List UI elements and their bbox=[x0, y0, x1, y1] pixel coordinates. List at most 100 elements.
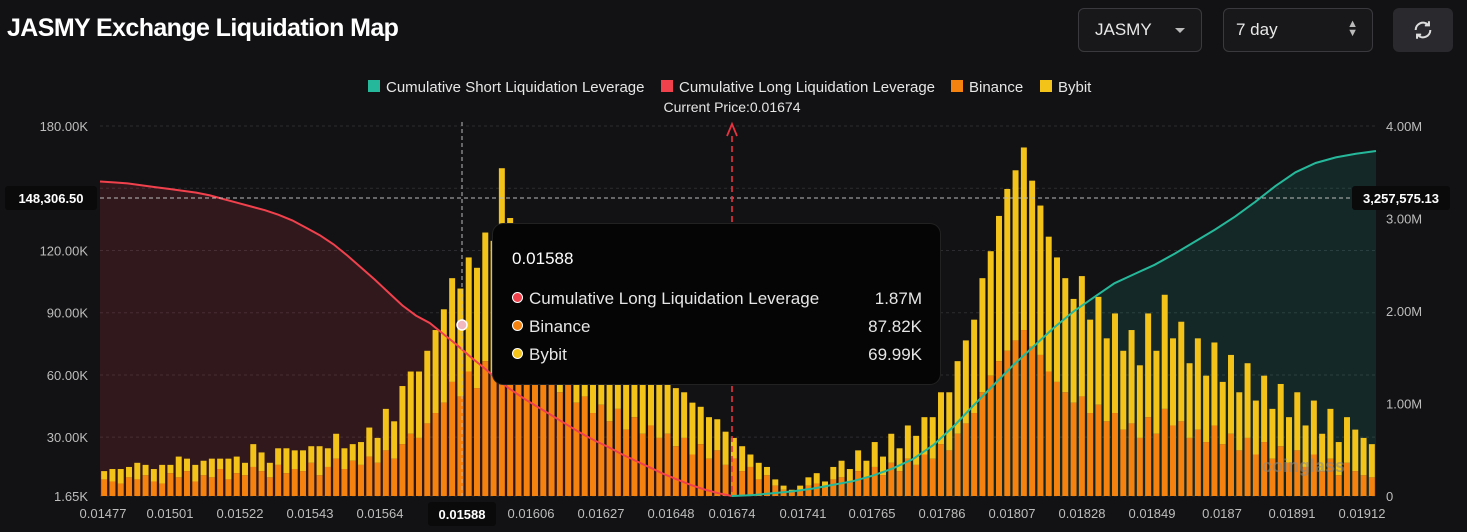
tooltip-dot-long bbox=[512, 292, 523, 303]
y-right-tick: 3.00M bbox=[1386, 212, 1422, 227]
bar-binance bbox=[904, 458, 911, 496]
bar-binance bbox=[946, 450, 953, 496]
bar-binance bbox=[556, 392, 563, 496]
bar-bybit bbox=[1004, 188, 1011, 351]
bar-binance bbox=[482, 361, 489, 496]
bar-binance bbox=[656, 437, 663, 496]
tooltip-label: Cumulative Long Liquidation Leverage bbox=[529, 289, 820, 308]
bar-binance bbox=[1269, 458, 1276, 496]
bar-binance bbox=[449, 381, 456, 496]
period-select[interactable]: 7 day ▲ ▼ bbox=[1223, 8, 1373, 52]
bar-binance bbox=[962, 423, 969, 496]
x-tick: 0.01627 bbox=[578, 506, 625, 521]
bar-binance bbox=[565, 381, 572, 496]
bar-bybit bbox=[1368, 444, 1375, 478]
bar-binance bbox=[1070, 402, 1077, 496]
bar-bybit bbox=[159, 464, 166, 484]
bar-binance bbox=[498, 313, 505, 496]
bar-bybit bbox=[689, 402, 696, 455]
bar-bybit bbox=[1219, 381, 1226, 445]
bar-bybit bbox=[1161, 294, 1168, 409]
bar-bybit bbox=[1335, 442, 1342, 476]
tooltip-value: 1.87M bbox=[874, 289, 922, 308]
bar-binance bbox=[913, 464, 920, 496]
tooltip-row-bybit: Bybit 69.99K bbox=[512, 345, 922, 365]
bar-binance bbox=[846, 481, 853, 496]
bar-bybit bbox=[772, 479, 779, 486]
tooltip-dot-binance bbox=[512, 320, 523, 331]
bar-binance bbox=[1145, 417, 1152, 496]
bar-bybit bbox=[101, 471, 108, 480]
coin-select[interactable]: JASMY bbox=[1078, 8, 1202, 52]
refresh-button[interactable] bbox=[1393, 8, 1453, 52]
bar-binance bbox=[117, 483, 124, 496]
bar-binance bbox=[1319, 471, 1326, 496]
bar-bybit bbox=[316, 446, 323, 476]
bar-binance bbox=[739, 471, 746, 496]
watermark: coinglass bbox=[1262, 456, 1345, 476]
bar-binance bbox=[291, 469, 298, 496]
bar-bybit bbox=[1310, 400, 1317, 455]
bar-binance bbox=[167, 473, 174, 496]
bar-bybit bbox=[1211, 342, 1218, 426]
tooltip-row-binance: Binance 87.82K bbox=[512, 317, 922, 337]
y-left-tick: 120.00K bbox=[40, 243, 89, 258]
bar-bybit bbox=[730, 437, 737, 459]
bar-bybit bbox=[1128, 330, 1135, 424]
bar-bybit bbox=[391, 421, 398, 459]
crosshair-right-label: 3,257,575.13 bbox=[1363, 191, 1439, 206]
bar-binance bbox=[1344, 462, 1350, 496]
bar-binance bbox=[1087, 413, 1094, 496]
bar-bybit bbox=[258, 452, 265, 472]
bar-binance bbox=[1020, 330, 1027, 496]
bar-bybit bbox=[1261, 375, 1268, 443]
bar-bybit bbox=[1352, 429, 1359, 472]
bar-bybit bbox=[871, 442, 878, 467]
bar-binance bbox=[1203, 442, 1210, 496]
bar-binance bbox=[1310, 454, 1317, 496]
bar-binance bbox=[1286, 462, 1292, 496]
bar-binance bbox=[250, 466, 257, 496]
bar-binance bbox=[1161, 408, 1168, 496]
bar-binance bbox=[159, 483, 166, 496]
y-left-tick: 30.00K bbox=[47, 430, 89, 445]
bar-bybit bbox=[1012, 170, 1019, 341]
bar-bybit bbox=[1294, 392, 1301, 451]
bar-binance bbox=[1302, 466, 1309, 496]
bar-binance bbox=[772, 485, 779, 496]
bar-binance bbox=[979, 392, 986, 496]
bar-binance bbox=[358, 464, 364, 496]
x-tick: 0.01849 bbox=[1129, 506, 1176, 521]
bar-binance bbox=[1194, 429, 1201, 496]
bar-bybit bbox=[672, 388, 679, 447]
bar-binance bbox=[764, 475, 770, 496]
bar-bybit bbox=[913, 435, 920, 465]
bar-bybit bbox=[962, 340, 969, 424]
y-axis-right: 0 1.00M 2.00M 3.00M 4.00M bbox=[1386, 119, 1422, 504]
x-tick: 0.01522 bbox=[217, 506, 264, 521]
legend-label-long: Cumulative Long Liquidation Leverage bbox=[679, 79, 935, 96]
bar-bybit bbox=[971, 319, 978, 414]
bar-bybit bbox=[1170, 338, 1176, 426]
legend-swatch-long bbox=[661, 80, 673, 92]
bar-bybit bbox=[324, 448, 331, 467]
bar-binance bbox=[283, 473, 290, 496]
bar-binance bbox=[1078, 396, 1085, 496]
bar-bybit bbox=[358, 442, 364, 465]
bar-binance bbox=[225, 479, 232, 496]
bar-binance bbox=[648, 425, 654, 496]
y-left-tick: 60.00K bbox=[47, 368, 89, 383]
bar-binance bbox=[722, 464, 729, 496]
bar-binance bbox=[507, 367, 514, 496]
bar-bybit bbox=[714, 419, 721, 451]
bar-binance bbox=[382, 450, 389, 496]
bar-bybit bbox=[175, 456, 182, 478]
bar-bybit bbox=[830, 466, 837, 480]
bar-bybit bbox=[739, 446, 746, 472]
bar-bybit bbox=[349, 444, 356, 461]
bar-bybit bbox=[184, 458, 190, 472]
bar-binance bbox=[548, 363, 555, 496]
bar-binance bbox=[1153, 433, 1160, 496]
bar-binance bbox=[217, 469, 224, 496]
